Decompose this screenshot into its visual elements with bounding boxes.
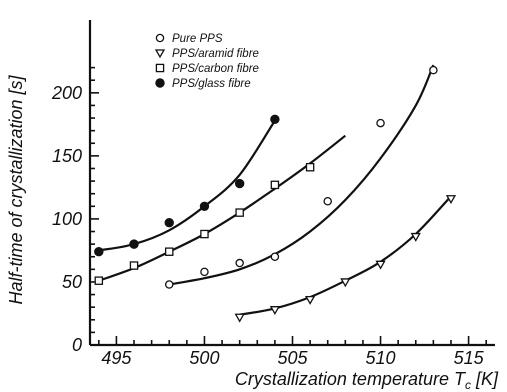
data-point-1	[269, 306, 281, 316]
data-point-3	[164, 217, 174, 228]
data-point-3	[234, 178, 245, 189]
y-tick-label: 0	[72, 335, 82, 355]
data-point-1	[375, 260, 386, 270]
fit-curves	[98, 64, 452, 316]
y-tick-label: 50	[62, 272, 82, 292]
y-axis-title: Half-time of crystallization [s]	[6, 74, 26, 304]
y-tick-label: 150	[52, 146, 82, 166]
x-axis-title-subscript: c	[465, 378, 471, 392]
fit-curve-2	[98, 134, 346, 282]
x-tick-label: 515	[454, 348, 485, 368]
data-point-0	[200, 267, 209, 277]
data-point-2	[94, 276, 104, 285]
data-point-2	[200, 229, 209, 239]
data-point-3	[270, 114, 280, 125]
data-point-0	[270, 252, 280, 261]
data-point-0	[376, 118, 385, 128]
legend-marker-2	[155, 63, 165, 73]
data-point-1	[234, 313, 245, 323]
legend: Pure PPS PPS/aramid fibre PPS/carbon fibre…	[154, 33, 259, 90]
x-tick-label: 495	[101, 348, 132, 368]
axes: 495 500 505 510 515 0 50 100 150 200	[51, 20, 495, 368]
data-points	[94, 65, 457, 323]
data-point-0	[164, 280, 174, 289]
data-point-1	[410, 232, 421, 242]
data-point-2	[164, 247, 174, 256]
x-tick-label: 505	[277, 348, 308, 368]
legend-marker-1	[154, 49, 166, 59]
x-tick-label: 500	[189, 348, 219, 368]
data-point-0	[429, 65, 438, 75]
data-point-0	[235, 258, 244, 268]
data-point-2	[270, 180, 280, 190]
data-point-1	[445, 195, 457, 205]
legend-label-0: Pure PPS	[172, 33, 223, 45]
legend-marker-3	[155, 78, 165, 88]
x-axis-title: Crystallization temperature Tc [K]	[235, 369, 499, 392]
fit-curve-0	[168, 64, 435, 286]
data-point-1	[304, 295, 316, 305]
y-tick-label: 200	[51, 83, 82, 103]
data-point-2	[129, 261, 139, 270]
data-point-3	[129, 239, 139, 249]
data-point-1	[340, 278, 351, 288]
fit-curve-3	[98, 119, 276, 252]
data-point-2	[235, 208, 244, 217]
y-tick-label: 100	[52, 209, 82, 229]
legend-label-1: PPS/aramid fibre	[172, 48, 259, 60]
data-point-3	[199, 201, 210, 212]
x-axis-title-unit: [K]	[475, 369, 499, 389]
x-tick-label: 510	[366, 348, 396, 368]
data-point-2	[305, 162, 315, 172]
data-point-3	[94, 246, 104, 257]
x-axis-title-main: Crystallization temperature T	[235, 369, 467, 389]
legend-marker-0	[155, 33, 165, 43]
data-point-0	[323, 197, 332, 206]
legend-label-3: PPS/glass fibre	[172, 78, 251, 90]
legend-label-2: PPS/carbon fibre	[172, 63, 259, 75]
